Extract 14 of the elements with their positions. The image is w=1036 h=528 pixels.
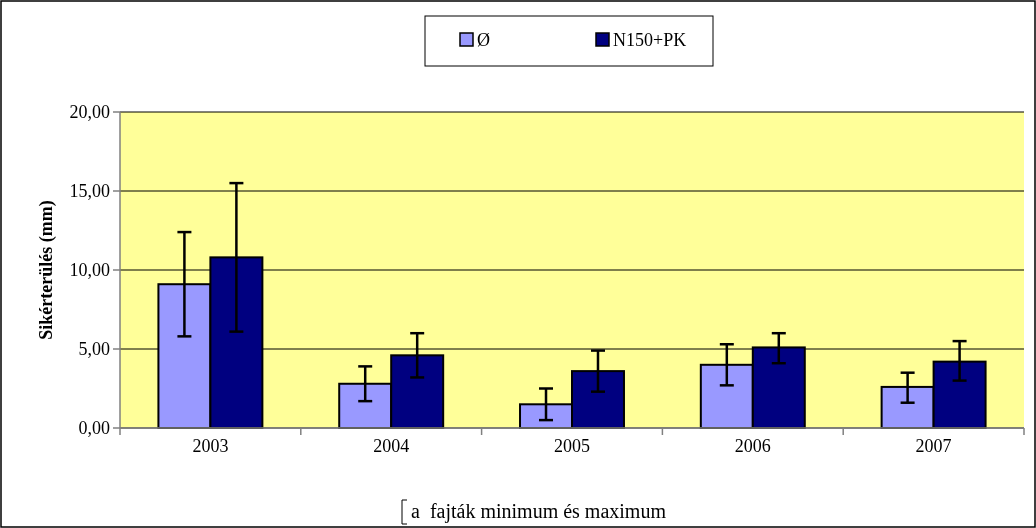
legend-label: N150+PK [613,30,687,50]
x-tick-label: 2006 [734,436,771,456]
legend-label: Ø [477,30,490,50]
y-tick-label: 20,00 [69,102,110,123]
x-tick-label: 2004 [373,436,410,456]
y-tick-label: 0,00 [78,418,110,439]
text: a fajták minimum és maximum [411,500,667,523]
x-tick-label: 2007 [915,436,952,456]
y-axis-title: Sikérterülés (mm) [36,200,57,340]
x-tick-label: 2003 [192,436,229,456]
y-tick-label: 10,00 [69,260,110,281]
x-tick-label: 2005 [554,436,590,456]
y-tick-label: 15,00 [69,181,110,202]
y-tick-label: 5,00 [78,339,110,360]
